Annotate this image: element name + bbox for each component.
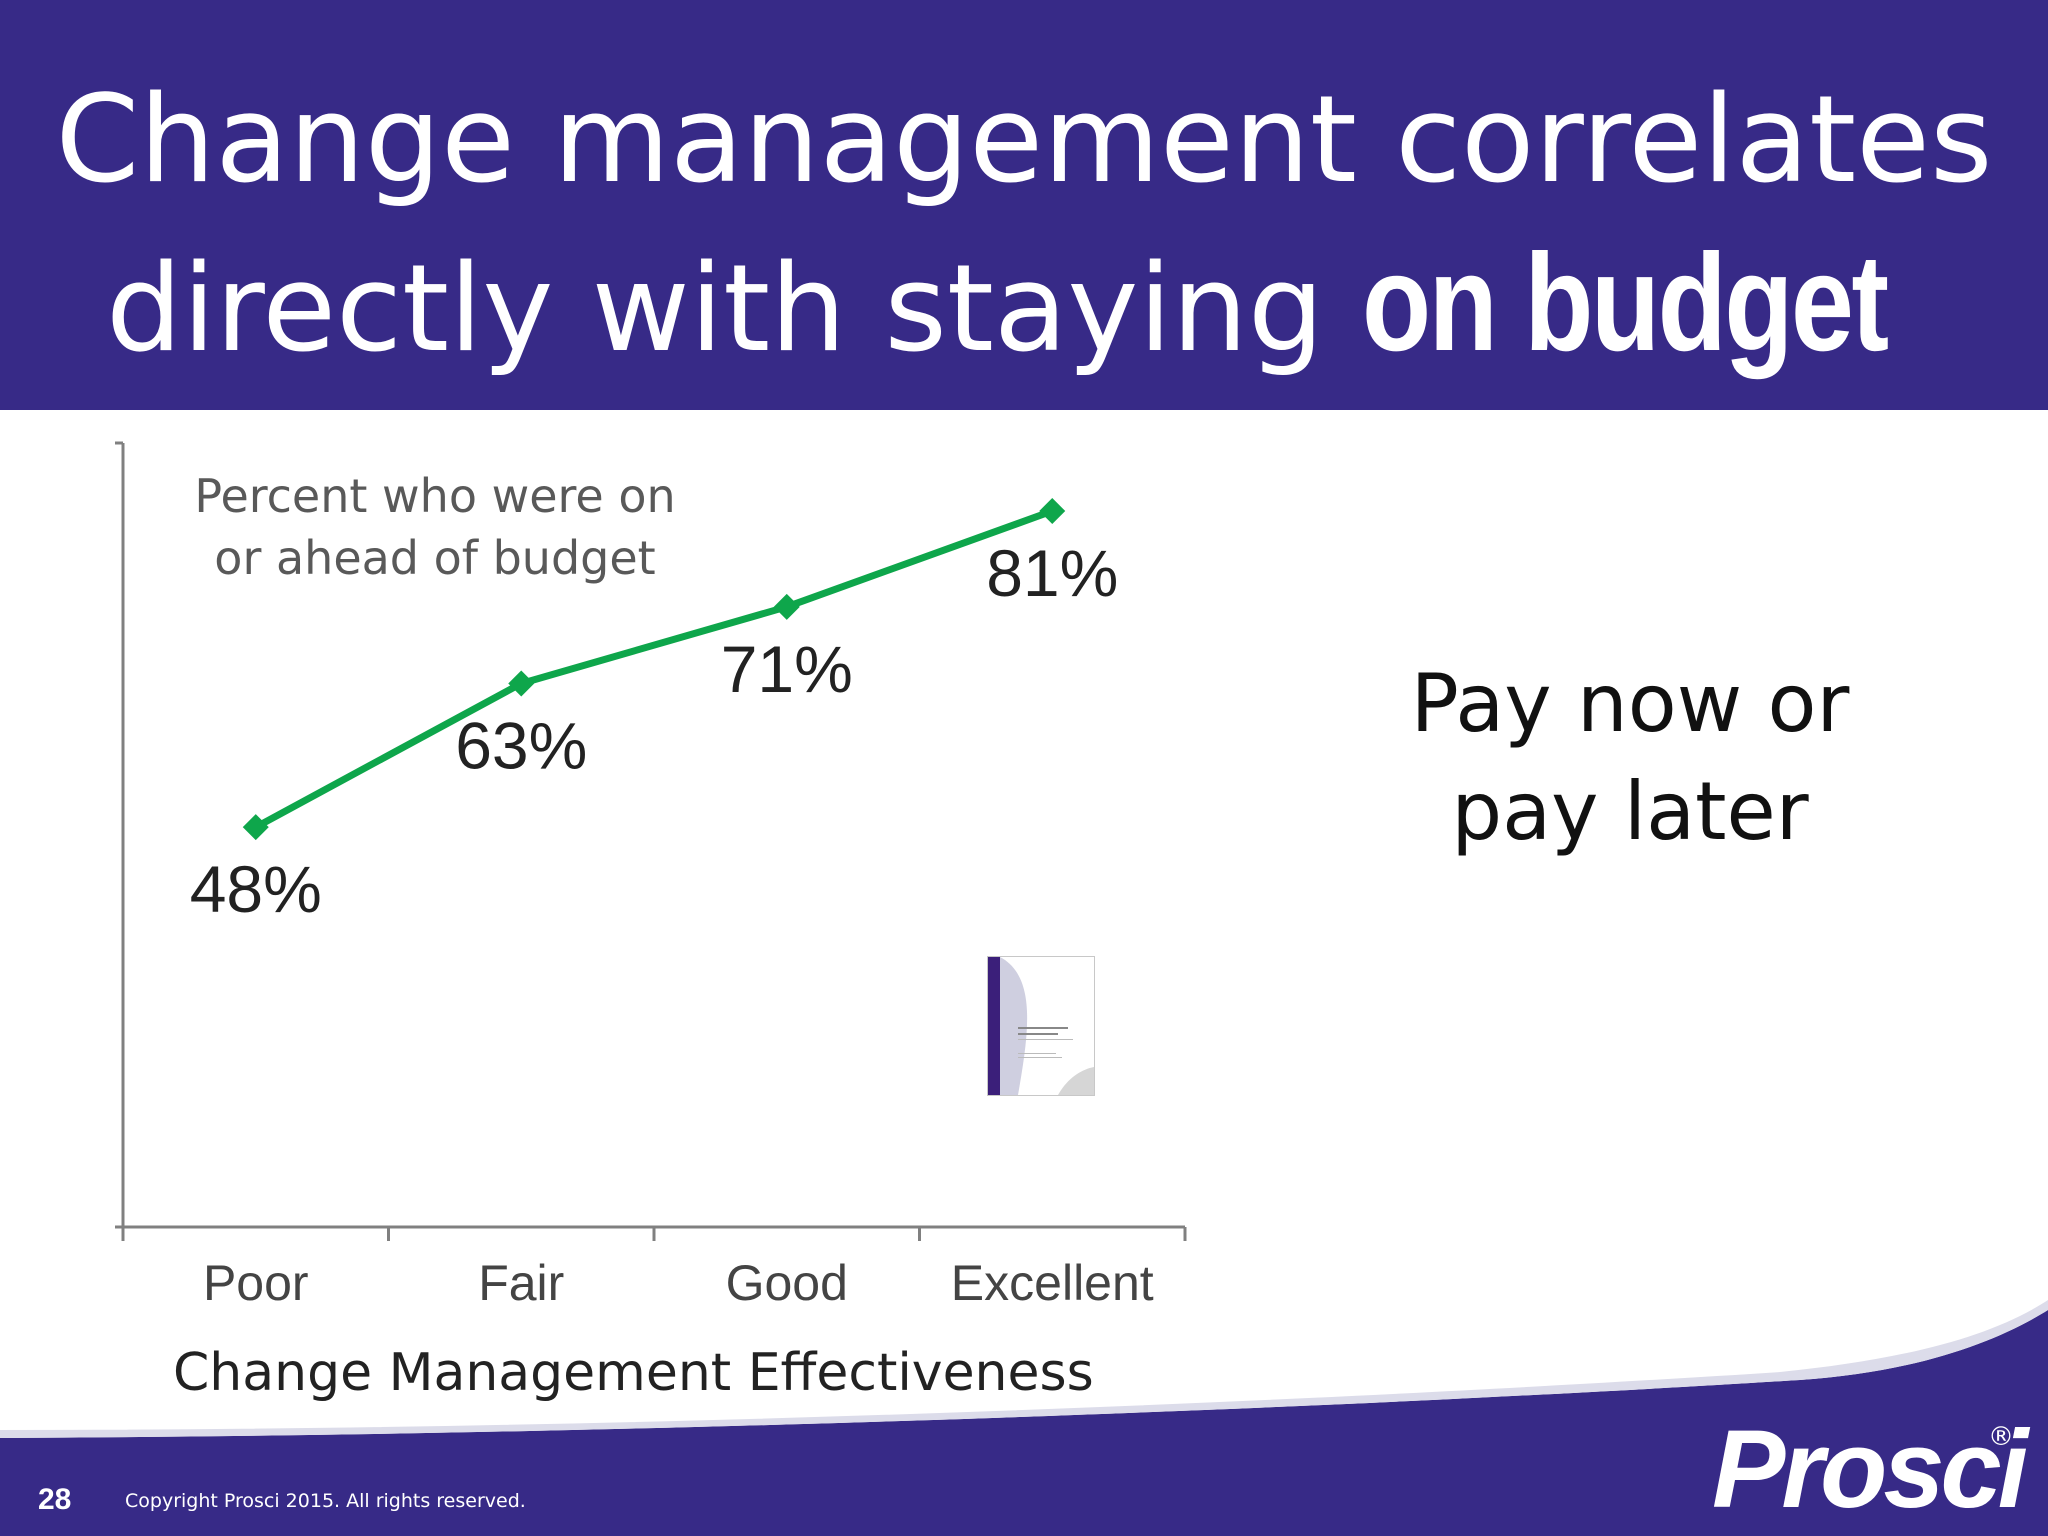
slide-title-line-2: directly with staying on budget xyxy=(0,228,2048,385)
side-note-line-1: Pay now or xyxy=(1410,657,1850,750)
series-line xyxy=(254,507,1054,831)
slide-title-line-1: Change management correlates xyxy=(55,71,1993,210)
page-number: 28 xyxy=(38,1483,72,1516)
registered-mark: ® xyxy=(1988,1422,2014,1452)
data-label: 63% xyxy=(455,708,587,782)
data-point-marker xyxy=(773,593,800,620)
report-cover-thumbnail xyxy=(987,956,1095,1096)
prosci-logo: Prosci xyxy=(1712,1408,2028,1531)
data-label: 48% xyxy=(190,852,322,926)
data-label: 81% xyxy=(986,536,1118,610)
chart-series xyxy=(242,498,1066,841)
report-cover-graphic xyxy=(988,957,1094,1095)
x-tick-label: Good xyxy=(726,1255,848,1311)
data-point-marker xyxy=(242,814,269,841)
x-tick-label: Poor xyxy=(203,1255,309,1311)
copyright-notice: Copyright Prosci 2015. All rights reserv… xyxy=(125,1490,526,1512)
footer-band xyxy=(0,1300,2048,1536)
chart-axes: Poor Fair Good Excellent Change Management E… xyxy=(115,441,1187,1403)
x-tick-label: Fair xyxy=(478,1255,564,1311)
line-chart: Poor Fair Good Excellent Change Management E… xyxy=(115,441,1187,1403)
chart-labels: 48% 63% 71% 81% xyxy=(190,536,1119,926)
chart-title-line-2: or ahead of budget xyxy=(214,531,656,585)
data-point-marker xyxy=(508,670,535,697)
slide-title-prefix: directly with staying xyxy=(106,240,1363,379)
x-axis-title: Change Management Effectiveness xyxy=(173,1343,1094,1403)
x-tick-label: Excellent xyxy=(951,1255,1154,1311)
data-point-marker xyxy=(1039,498,1066,525)
slide-title-emphasis: on budget xyxy=(1362,226,1889,380)
data-label: 71% xyxy=(721,632,853,706)
side-note: Pay now or pay later xyxy=(1360,650,1900,866)
side-note-line-2: pay later xyxy=(1451,765,1809,858)
title-banner: Change management correlates directly wi… xyxy=(0,0,2048,410)
chart-title-line-1: Percent who were on xyxy=(194,469,676,523)
